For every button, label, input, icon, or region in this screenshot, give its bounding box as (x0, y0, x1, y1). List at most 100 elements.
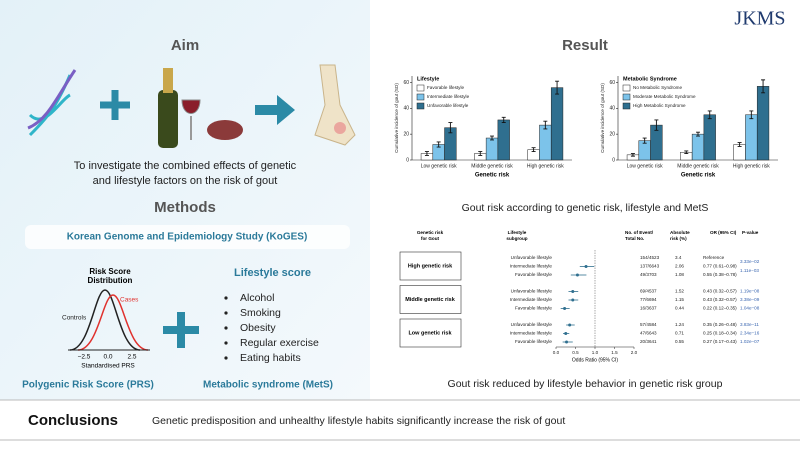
legend-title: Metabolic Syndrome (623, 76, 677, 82)
events: 154/4523 (640, 255, 660, 260)
mets-caption: Metabolic syndrome (MetS) (203, 380, 333, 391)
error-bar (531, 147, 536, 153)
bullet (224, 311, 228, 315)
lifestyle-title: Lifestyle score (234, 267, 311, 279)
y-tick-label: 0 (612, 157, 615, 163)
legend-swatch (416, 102, 425, 110)
events: 77/6694 (640, 297, 657, 302)
error-bar (696, 131, 700, 137)
x-axis-label: Genetic risk (681, 173, 716, 179)
bar (691, 133, 705, 161)
lifestyle-item: Eating habits (240, 352, 301, 364)
or-ci: Reference (703, 255, 725, 260)
y-tick-label: 40 (609, 106, 615, 112)
column-header: OR (95% CI) (710, 230, 737, 235)
events: 69/4537 (640, 289, 657, 294)
abs-risk: 1.08 (675, 272, 684, 277)
y-tick-label: 60 (609, 80, 615, 86)
subgroup: Favorable lifestyle (515, 339, 552, 344)
or-ci: 0.43 (0.32–0.57) (703, 289, 737, 294)
group-box (399, 285, 462, 314)
abs-risk: 0.71 (675, 331, 684, 336)
y-axis-label: Cumulative incidence of gout (SD) (600, 83, 605, 153)
bar (703, 114, 716, 161)
foot-icon (334, 122, 346, 134)
legend-swatch (622, 102, 631, 110)
lifestyle-item: Smoking (240, 307, 281, 319)
subgroup: Favorable lifestyle (515, 272, 552, 277)
p-value: 3.33e−02 (740, 259, 760, 264)
abs-risk: 0.55 (675, 339, 684, 344)
bullet (224, 326, 228, 330)
bullet (224, 356, 228, 360)
aim-text: To investigate the combined effects of g… (74, 160, 297, 172)
cohort-box (25, 225, 350, 249)
meat-icon (207, 120, 243, 140)
lifestyle-item: Alcohol (240, 292, 274, 304)
column-header: P-value (742, 230, 759, 235)
error-bar (749, 110, 754, 120)
abs-risk: 1.15 (675, 297, 684, 302)
y-tick-label: 0 (406, 157, 409, 163)
error-bar (478, 151, 483, 156)
events: 20/3641 (640, 339, 657, 344)
controls-curve (69, 289, 141, 351)
plus-icon (100, 90, 130, 120)
x-tick-label: Middle genetic risk (677, 163, 719, 169)
x-tick-label: 1.5 (611, 350, 618, 355)
p-value: 1.02e−07 (740, 339, 760, 344)
glass-icon (181, 99, 201, 114)
error-bar (642, 137, 647, 144)
abs-risk: 2.06 (675, 264, 684, 269)
bar (497, 119, 510, 161)
or-point (571, 298, 575, 302)
aim-title: Aim (171, 37, 199, 54)
group-box (399, 318, 462, 348)
error-bar (448, 122, 453, 134)
legend-label: Intermediate lifestyle (427, 94, 470, 99)
logo: JKMS (734, 8, 785, 30)
column-header: Total No. (625, 236, 644, 241)
prs-xlabel: Standardised PRS (81, 363, 135, 370)
x-tick-label: 0.0 (553, 350, 560, 355)
legend-swatch (622, 84, 631, 92)
x-tick-label: 0.5 (572, 350, 579, 355)
column-header: for Gout (421, 236, 440, 241)
abs-risk: 3.4 (675, 255, 682, 260)
y-tick-label: 40 (403, 106, 409, 112)
dna-icon (27, 69, 77, 130)
p-value: 1.19e−08 (740, 289, 760, 294)
group-label: Middle genetic risk (405, 297, 455, 303)
column-header: Lifestyle (508, 230, 527, 235)
subgroup: Unfavorable lifestyle (511, 255, 553, 260)
column-header: subgroup (506, 236, 527, 241)
or-point (565, 340, 569, 344)
subgroup: Unfavorable lifestyle (511, 322, 553, 327)
error-bar (654, 119, 659, 131)
x-tick-label: Low genetic risk (627, 163, 663, 169)
group-label: Low genetic risk (408, 330, 452, 336)
aim-text: and lifestyle factors on the risk of gou… (93, 175, 278, 187)
x-tick-label: Middle genetic risk (471, 163, 513, 169)
error-bar (555, 80, 560, 95)
abs-risk: 1.24 (675, 322, 684, 327)
prs-title: Risk Score (89, 267, 131, 276)
y-tick-label: 60 (403, 80, 409, 86)
result-caption: Gout risk reduced by lifestyle behavior … (448, 378, 723, 390)
cohort: Korean Genome and Epidemiology Study (Ko… (67, 232, 308, 243)
error-bar (543, 120, 548, 130)
or-ci: 0.25 (0.18–0.34) (703, 331, 737, 336)
legend-label: No Metabolic Syndrome (633, 85, 682, 90)
or-ci: 0.55 (0.38–0.78) (703, 272, 737, 277)
error-bar (436, 141, 441, 148)
column-header: Genetic risk (417, 230, 444, 235)
y-tick-label: 20 (609, 131, 615, 137)
y-tick-label: 20 (403, 131, 409, 137)
legend-label: Favorable lifestyle (427, 85, 464, 90)
or-ci: 0.35 (0.26–0.48) (703, 322, 737, 327)
subgroup: Intermediate lifestyle (510, 297, 553, 302)
or-point (568, 323, 572, 327)
icons (27, 64, 356, 148)
prs-title: Distribution (88, 276, 133, 285)
or-ci: 0.27 (0.17–0.43) (703, 339, 737, 344)
